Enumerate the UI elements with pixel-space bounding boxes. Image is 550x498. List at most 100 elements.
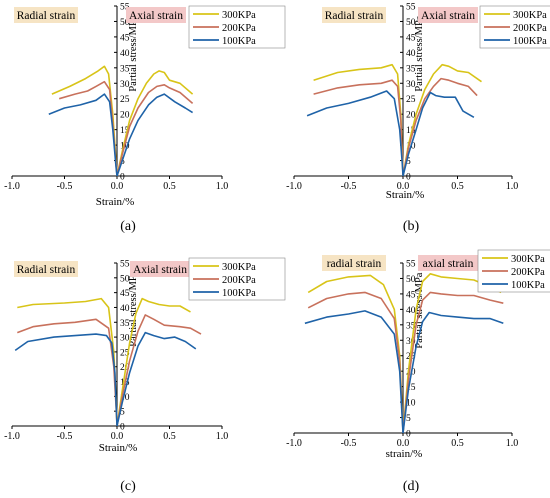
y-tick-label: 50 [120,18,130,28]
x-tick-label: -0.5 [57,181,73,192]
series-line-radial-200KPa [307,291,404,434]
radial-strain-label: radial strain [327,258,382,270]
legend-entry: 100KPa [222,36,256,47]
x-tick-label: -1.0 [4,181,20,192]
legend-entry: 100KPa [513,36,547,47]
series-line-radial-300KPa [51,65,118,177]
y-tick-label: 50 [406,18,416,28]
radial-strain-label: Radial strain [325,10,384,22]
y-tick-label: 55 [120,260,130,270]
axial-strain-box [126,7,186,23]
axial-strain-label: Axial strain [129,10,183,22]
x-tick-label: 0.0 [397,181,410,192]
axial-strain-box [418,255,478,271]
y-tick-label: 50 [406,275,416,285]
x-axis-title: Strain/% [99,442,138,454]
legend-entry: 200KPa [511,267,545,278]
y-tick-label: 30 [120,80,130,90]
series-line-axial-200KPa [116,314,202,427]
legend-entry: 200KPa [513,23,547,34]
series-line-axial-100KPa [116,93,194,177]
x-tick-label: -0.5 [341,181,357,192]
legend-entry: 300KPa [513,10,547,21]
series-line-radial-300KPa [307,274,404,434]
y-tick-label: 55 [406,260,416,270]
series-line-axial-100KPa [402,311,504,434]
y-tick-label: 10 [120,393,130,403]
y-tick-label: 55 [120,3,130,13]
y-tick-label: 20 [406,111,416,121]
y-tick-label: 40 [406,306,416,316]
y-tick-label: 25 [120,348,130,358]
y-tick-label: 5 [406,157,411,167]
radial-strain-box [14,261,78,277]
axial-strain-label: Axial strain [133,264,187,276]
y-tick-label: 30 [120,334,130,344]
y-axis-title: Partial stress/MPa [128,270,139,346]
y-tick-label: 40 [406,49,416,59]
x-tick-label: -1.0 [4,431,20,442]
chart-panel-b: -1.0 -0.5 0.0 0.5 1.00510152025303540455055P… [286,3,550,234]
y-tick-label: 40 [120,304,130,314]
y-tick-label: 25 [120,95,130,105]
y-axis-title: Partial stress/MPa [414,15,425,91]
y-tick-label: 0 [406,430,411,440]
y-tick-label: 10 [406,399,416,409]
legend-entry: 300KPa [222,262,256,273]
y-tick-label: 15 [406,383,416,393]
series-line-axial-100KPa [402,91,475,177]
x-tick-label: 1.0 [216,181,229,192]
series-line-axial-100KPa [116,331,197,427]
series-line-axial-300KPa [116,297,191,427]
y-tick-label: 20 [120,111,130,121]
radial-strain-box [14,7,78,23]
x-tick-label: -1.0 [286,181,302,192]
series-line-axial-200KPa [402,77,478,177]
legend-entry: 200KPa [222,275,256,286]
x-tick-label: -1.0 [286,438,302,449]
y-tick-label: 50 [120,274,130,284]
y-tick-label: 35 [406,321,416,331]
legend: 300KPa 200KPa 100KPa [188,5,286,49]
x-tick-label: -0.5 [341,438,357,449]
axial-strain-box [418,7,478,23]
y-tick-label: 45 [120,33,130,43]
y-tick-label: 15 [120,126,130,136]
x-tick-label: 0.5 [163,181,176,192]
y-tick-label: 0 [120,423,125,433]
y-tick-label: 25 [406,95,416,105]
radial-strain-box [322,7,386,23]
y-tick-label: 5 [120,408,125,418]
x-tick-label: 1.0 [506,181,519,192]
series-line-axial-200KPa [402,291,504,434]
y-tick-label: 20 [120,363,130,373]
y-tick-label: 0 [406,173,411,183]
legend-entry: 300KPa [511,254,545,265]
x-tick-label: 0.0 [397,438,410,449]
y-tick-label: 35 [120,64,130,74]
radial-strain-label: Radial strain [17,10,76,22]
series-line-radial-100KPa [306,90,404,177]
y-tick-label: 45 [406,33,416,43]
x-tick-label: 0.5 [163,431,176,442]
series-line-radial-100KPa [48,93,118,177]
y-tick-label: 45 [120,289,130,299]
panel-label: (b) [403,219,420,234]
series-line-radial-300KPa [17,297,118,427]
series-line-radial-100KPa [304,310,404,434]
series-line-axial-300KPa [402,63,482,177]
series-line-axial-300KPa [116,70,194,177]
axial-strain-box [130,261,190,277]
legend-entry: 100KPa [222,288,256,299]
y-tick-label: 30 [406,80,416,90]
x-tick-label: -0.5 [57,431,73,442]
y-tick-label: 55 [406,3,416,13]
y-tick-label: 15 [406,126,416,136]
radial-strain-label: Radial strain [17,264,76,276]
x-axis-title: strain/% [386,448,423,460]
legend: 300KPa 200KPa 100KPa [477,249,550,293]
y-tick-label: 5 [406,414,411,424]
series-line-radial-100KPa [14,333,118,427]
x-tick-label: 0.0 [111,431,124,442]
